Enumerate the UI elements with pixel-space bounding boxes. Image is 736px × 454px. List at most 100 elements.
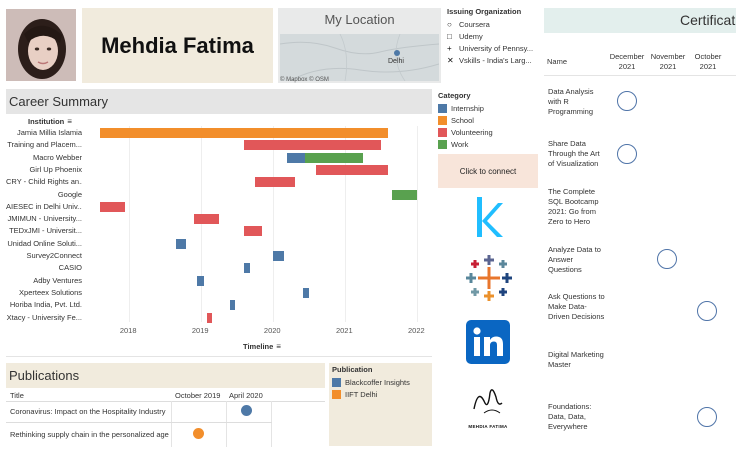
cert-name: Digital Marketing Master [548, 350, 604, 369]
institution-label: Google [57, 189, 82, 199]
cert-column-header: October 2021 [694, 52, 722, 71]
career-bar[interactable] [100, 128, 389, 138]
institution-label: CRY - Child Rights an... [6, 177, 82, 187]
timeline-tick-label: 2018 [119, 326, 137, 335]
publications-title: Publications [9, 368, 80, 383]
publication-marker[interactable] [193, 428, 204, 439]
circle-marker-icon: ○ [447, 19, 452, 29]
legend-item[interactable]: Blackcoffer Insights [332, 376, 429, 388]
career-bar[interactable] [272, 251, 284, 261]
career-bar[interactable] [175, 238, 187, 249]
sort-icon[interactable]: ≡ [276, 342, 281, 351]
cert-column-header: November 2021 [650, 52, 686, 71]
cert-name: Share Data Through the Art of Visualizat… [548, 139, 600, 168]
publication-marker[interactable] [241, 405, 252, 416]
map-credit: © Mapbox © OSM [280, 77, 329, 83]
legend-item[interactable]: + University of Pennsy... [447, 42, 539, 54]
legend-label: Vskills - India's Larg... [459, 55, 532, 65]
map-city-label: Delhi [388, 58, 404, 65]
career-bar[interactable] [391, 189, 417, 200]
pub-column-header: October 2019 [175, 391, 221, 400]
career-bar[interactable] [193, 214, 219, 225]
legend-item[interactable]: □ Udemy [447, 30, 539, 42]
issuing-organization-title: Issuing Organization [447, 7, 522, 16]
divider [6, 356, 432, 357]
linkedin-icon[interactable] [466, 320, 510, 364]
career-bar[interactable] [197, 275, 205, 286]
square-marker-icon: □ [447, 31, 452, 41]
cert-name: Foundations: Data, Data, Everywhere [548, 402, 592, 431]
cert-mark[interactable] [697, 407, 717, 427]
cert-name: Ask Questions to Make Data-Driven Decisi… [548, 292, 605, 321]
gridline [128, 126, 130, 322]
career-bar[interactable] [100, 201, 126, 212]
institution-label: Survey2Connect [26, 251, 82, 260]
career-bar[interactable] [254, 177, 295, 188]
institution-label: Xperteex Solutions [19, 287, 82, 297]
issuing-organization-legend: Issuing Organization ○ Coursera □ Udemy + U… [447, 7, 539, 67]
blackcoffer-swatch [332, 377, 341, 387]
legend-item[interactable]: ○ Coursera [447, 18, 539, 30]
career-bar[interactable] [316, 164, 389, 175]
cert-column-header: December 2021 [609, 52, 645, 71]
gridline [272, 126, 274, 322]
institution-header[interactable]: Institution ≡ [28, 117, 72, 126]
divider [6, 422, 272, 423]
legend-label: Work [451, 139, 469, 149]
legend-item[interactable]: Volunteering [438, 126, 533, 138]
cert-mark[interactable] [697, 301, 717, 321]
career-bar[interactable] [206, 312, 213, 323]
legend-item[interactable]: IIFT Delhi [332, 388, 429, 400]
legend-item[interactable]: ✕ Vskills - India's Larg... [447, 54, 539, 66]
career-bar[interactable] [229, 300, 236, 311]
cert-mark[interactable] [617, 144, 637, 164]
cross-marker-icon: ✕ [447, 55, 454, 65]
volunteering-swatch [438, 127, 447, 137]
publications-header: Publications [6, 363, 325, 388]
cert-name: Data Analysis with R Programming [548, 87, 594, 116]
signature-logo[interactable]: MEHDIA FATIMA [466, 383, 510, 431]
cert-name: Analyze Data to Answer Questions [548, 245, 601, 274]
sort-icon[interactable]: ≡ [67, 117, 72, 126]
career-bar[interactable] [305, 152, 363, 163]
legend-item[interactable]: Internship [438, 102, 533, 114]
legend-label: Coursera [459, 19, 490, 29]
career-bar[interactable] [287, 152, 306, 163]
career-bar[interactable] [244, 226, 263, 237]
institution-header-label: Institution [28, 117, 65, 126]
location-map[interactable] [280, 34, 439, 81]
publication-legend-title: Publication [332, 365, 373, 374]
career-bar[interactable] [244, 263, 250, 274]
institution-label: Girl Up Phoenix [29, 164, 82, 174]
institution-label: TEDxJMI - Universit... [9, 226, 82, 236]
kaggle-icon[interactable] [470, 195, 506, 239]
career-bar[interactable] [303, 287, 309, 298]
divider [171, 401, 172, 447]
pub-title-header: Title [10, 391, 24, 400]
legend-label: IIFT Delhi [345, 389, 378, 399]
career-summary-title: Career Summary [9, 94, 108, 109]
publication-title: Coronavirus: Impact on the Hospitality I… [10, 407, 166, 416]
legend-item[interactable]: School [438, 114, 533, 126]
legend-item[interactable]: Work [438, 138, 533, 150]
tableau-icon[interactable] [464, 253, 514, 303]
timeline-axis-label[interactable]: Timeline ≡ [243, 342, 281, 351]
institution-label: CASIO [58, 263, 82, 273]
career-bar[interactable] [244, 140, 381, 151]
location-marker[interactable] [394, 50, 400, 56]
profile-name: Mehdia Fatima [101, 32, 254, 58]
gridline [417, 126, 418, 322]
publication-title: Rethinking supply chain in the personali… [10, 430, 169, 439]
cert-name: The Complete SQL Bootcamp 2021: Go from … [548, 187, 599, 226]
cert-name-header: Name [547, 57, 568, 66]
cert-mark[interactable] [617, 91, 637, 111]
institution-label: Macro Webber [32, 152, 82, 162]
divider [544, 75, 736, 76]
institution-label: Xtacy - University Fe... [6, 312, 82, 322]
cert-mark[interactable] [657, 249, 677, 269]
timeline-label: Timeline [243, 342, 274, 351]
certifications-header: Certifications [544, 8, 736, 33]
iift-swatch [332, 389, 341, 399]
plus-marker-icon: + [447, 43, 452, 53]
connect-label: Click to connect [459, 166, 517, 176]
